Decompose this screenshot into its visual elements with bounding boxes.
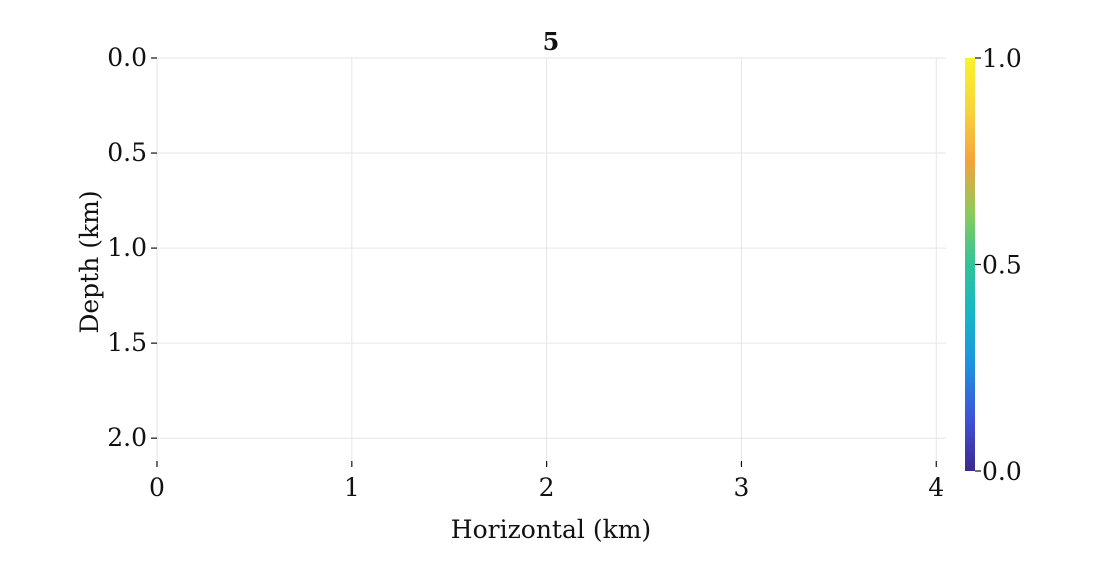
colorbar-tick-label: 1.0 (982, 44, 1022, 73)
x-tick-label: 2 (539, 473, 555, 502)
chart-title: 5 (543, 27, 560, 56)
colorbar-tick-label: 0.0 (982, 457, 1022, 486)
y-tick-label: 2.0 (107, 423, 147, 452)
y-tick-label: 1.0 (107, 233, 147, 262)
x-tick-label: 1 (344, 473, 360, 502)
x-tick-label: 3 (733, 473, 749, 502)
x-tick-label: 4 (928, 473, 944, 502)
y-tick-label: 0.5 (107, 138, 147, 167)
x-axis: 0 1 2 3 4 (149, 461, 944, 502)
y-axis-label: Depth (km) (75, 190, 104, 333)
grid-lines (156, 57, 946, 461)
colorbar-axis: 0.0 0.5 1.0 (975, 44, 1022, 486)
y-axis: 0.0 0.5 1.0 1.5 2.0 (107, 43, 157, 452)
y-tick-label: 0.0 (107, 43, 147, 72)
x-tick-label: 0 (149, 473, 165, 502)
colorbar (965, 58, 975, 471)
colorbar-tick-label: 0.5 (982, 251, 1022, 280)
colorbar-gradient (965, 58, 975, 471)
y-tick-label: 1.5 (107, 328, 147, 357)
x-axis-label: Horizontal (km) (451, 515, 651, 544)
